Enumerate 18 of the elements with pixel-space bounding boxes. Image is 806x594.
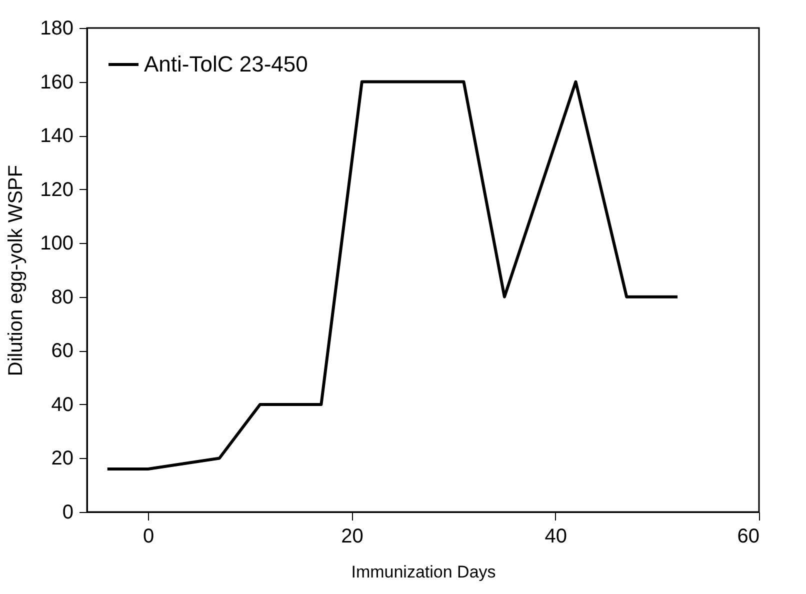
y-axis-title: Dilution egg-yolk WSPF: [5, 164, 28, 376]
y-tick-label: 120: [40, 178, 74, 201]
y-tick-label: 40: [51, 394, 74, 416]
y-tick-label: 160: [40, 71, 74, 94]
x-axis-title: Immunization Days: [351, 562, 496, 582]
x-tick-label: 0: [143, 526, 154, 548]
y-tick-label: 100: [40, 232, 74, 255]
y-tick-label: 180: [40, 18, 74, 40]
legend-label: Anti-TolC 23-450: [144, 52, 308, 76]
y-tick-label: 140: [40, 125, 74, 148]
x-tick-label: 60: [737, 526, 760, 548]
y-tick-label: 60: [51, 340, 74, 362]
y-tick-label: 0: [62, 502, 74, 524]
x-tick-label: 20: [341, 526, 364, 548]
y-tick-label: 20: [51, 448, 74, 470]
y-tick-label: 80: [51, 286, 74, 308]
x-tick-label: 40: [544, 526, 567, 548]
line-series: [106, 80, 680, 470]
